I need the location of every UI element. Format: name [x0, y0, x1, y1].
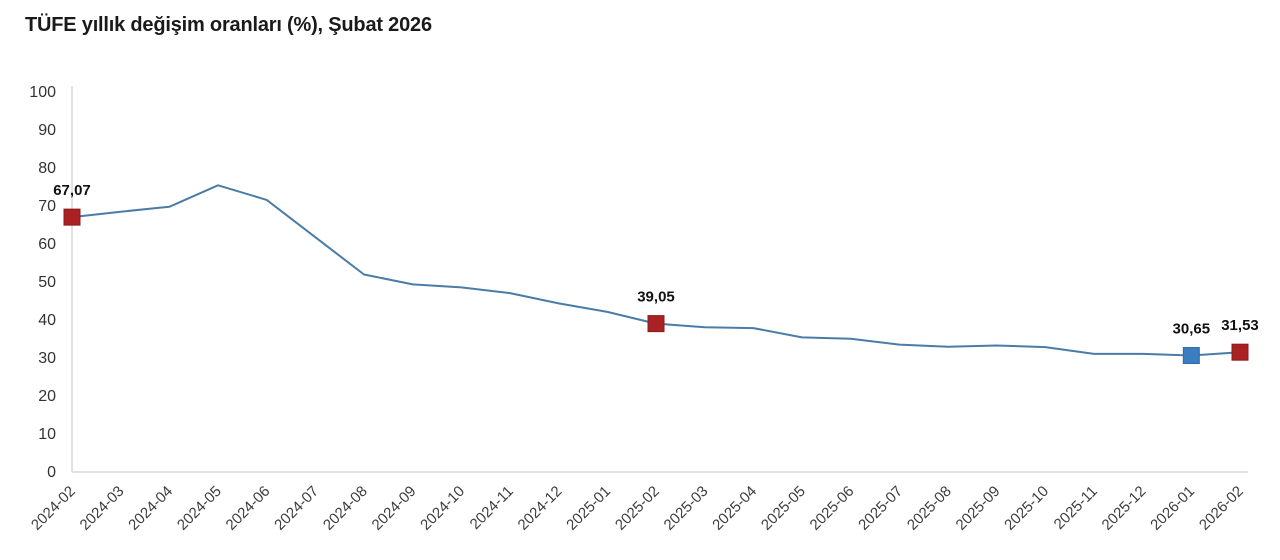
x-tick-label: 2025-12	[1099, 483, 1150, 534]
x-tick-label: 2025-10	[1001, 483, 1052, 534]
x-tick-label: 2024-09	[369, 483, 420, 534]
data-point-marker-2024-02	[63, 208, 81, 226]
x-tick-label: 2025-04	[709, 483, 760, 534]
y-tick-label: 20	[38, 388, 56, 405]
data-point-label-2025-02: 39,05	[637, 289, 675, 306]
y-tick-label: 70	[38, 198, 56, 215]
x-tick-label: 2024-05	[174, 483, 225, 534]
x-tick-label: 2024-06	[223, 483, 274, 534]
x-tick-label: 2026-02	[1196, 483, 1247, 534]
data-point-marker-2026-02	[1231, 343, 1249, 361]
x-tick-label: 2025-03	[661, 483, 712, 534]
x-tick-label: 2025-02	[612, 483, 663, 534]
y-tick-label: 10	[38, 426, 56, 443]
chart-title: TÜFE yıllık değişim oranları (%), Şubat …	[25, 14, 432, 36]
x-tick-label: 2024-10	[417, 483, 468, 534]
y-tick-label: 50	[38, 274, 56, 291]
x-tick-label: 2024-11	[467, 483, 517, 533]
data-point-marker-2025-02	[647, 315, 665, 333]
x-tick-label: 2025-11	[1051, 483, 1101, 533]
x-tick-label: 2025-08	[904, 483, 955, 534]
x-tick-label: 2024-07	[271, 483, 322, 534]
x-tick-label: 2025-01	[563, 483, 614, 534]
y-tick-label: 60	[38, 236, 56, 253]
y-tick-label: 40	[38, 312, 56, 329]
x-tick-label: 2024-12	[515, 483, 566, 534]
x-tick-label: 2024-03	[77, 483, 128, 534]
x-tick-label: 2024-02	[28, 483, 79, 534]
data-point-label-2026-01: 30,65	[1173, 321, 1211, 338]
y-tick-label: 80	[38, 160, 56, 177]
x-tick-label: 2025-09	[953, 483, 1004, 534]
x-tick-label: 2025-07	[855, 483, 906, 534]
y-tick-label: 90	[38, 122, 56, 139]
x-tick-label: 2025-06	[807, 483, 858, 534]
data-point-label-2024-02: 67,07	[53, 182, 91, 199]
y-tick-label: 100	[29, 84, 56, 101]
y-tick-label: 0	[47, 464, 56, 481]
data-point-marker-2026-01	[1182, 347, 1200, 365]
data-point-label-2026-02: 31,53	[1221, 317, 1259, 334]
x-tick-label: 2025-05	[758, 483, 809, 534]
y-tick-label: 30	[38, 350, 56, 367]
x-tick-label: 2024-08	[320, 483, 371, 534]
x-tick-label: 2024-04	[125, 483, 176, 534]
x-tick-label: 2026-01	[1147, 483, 1198, 534]
